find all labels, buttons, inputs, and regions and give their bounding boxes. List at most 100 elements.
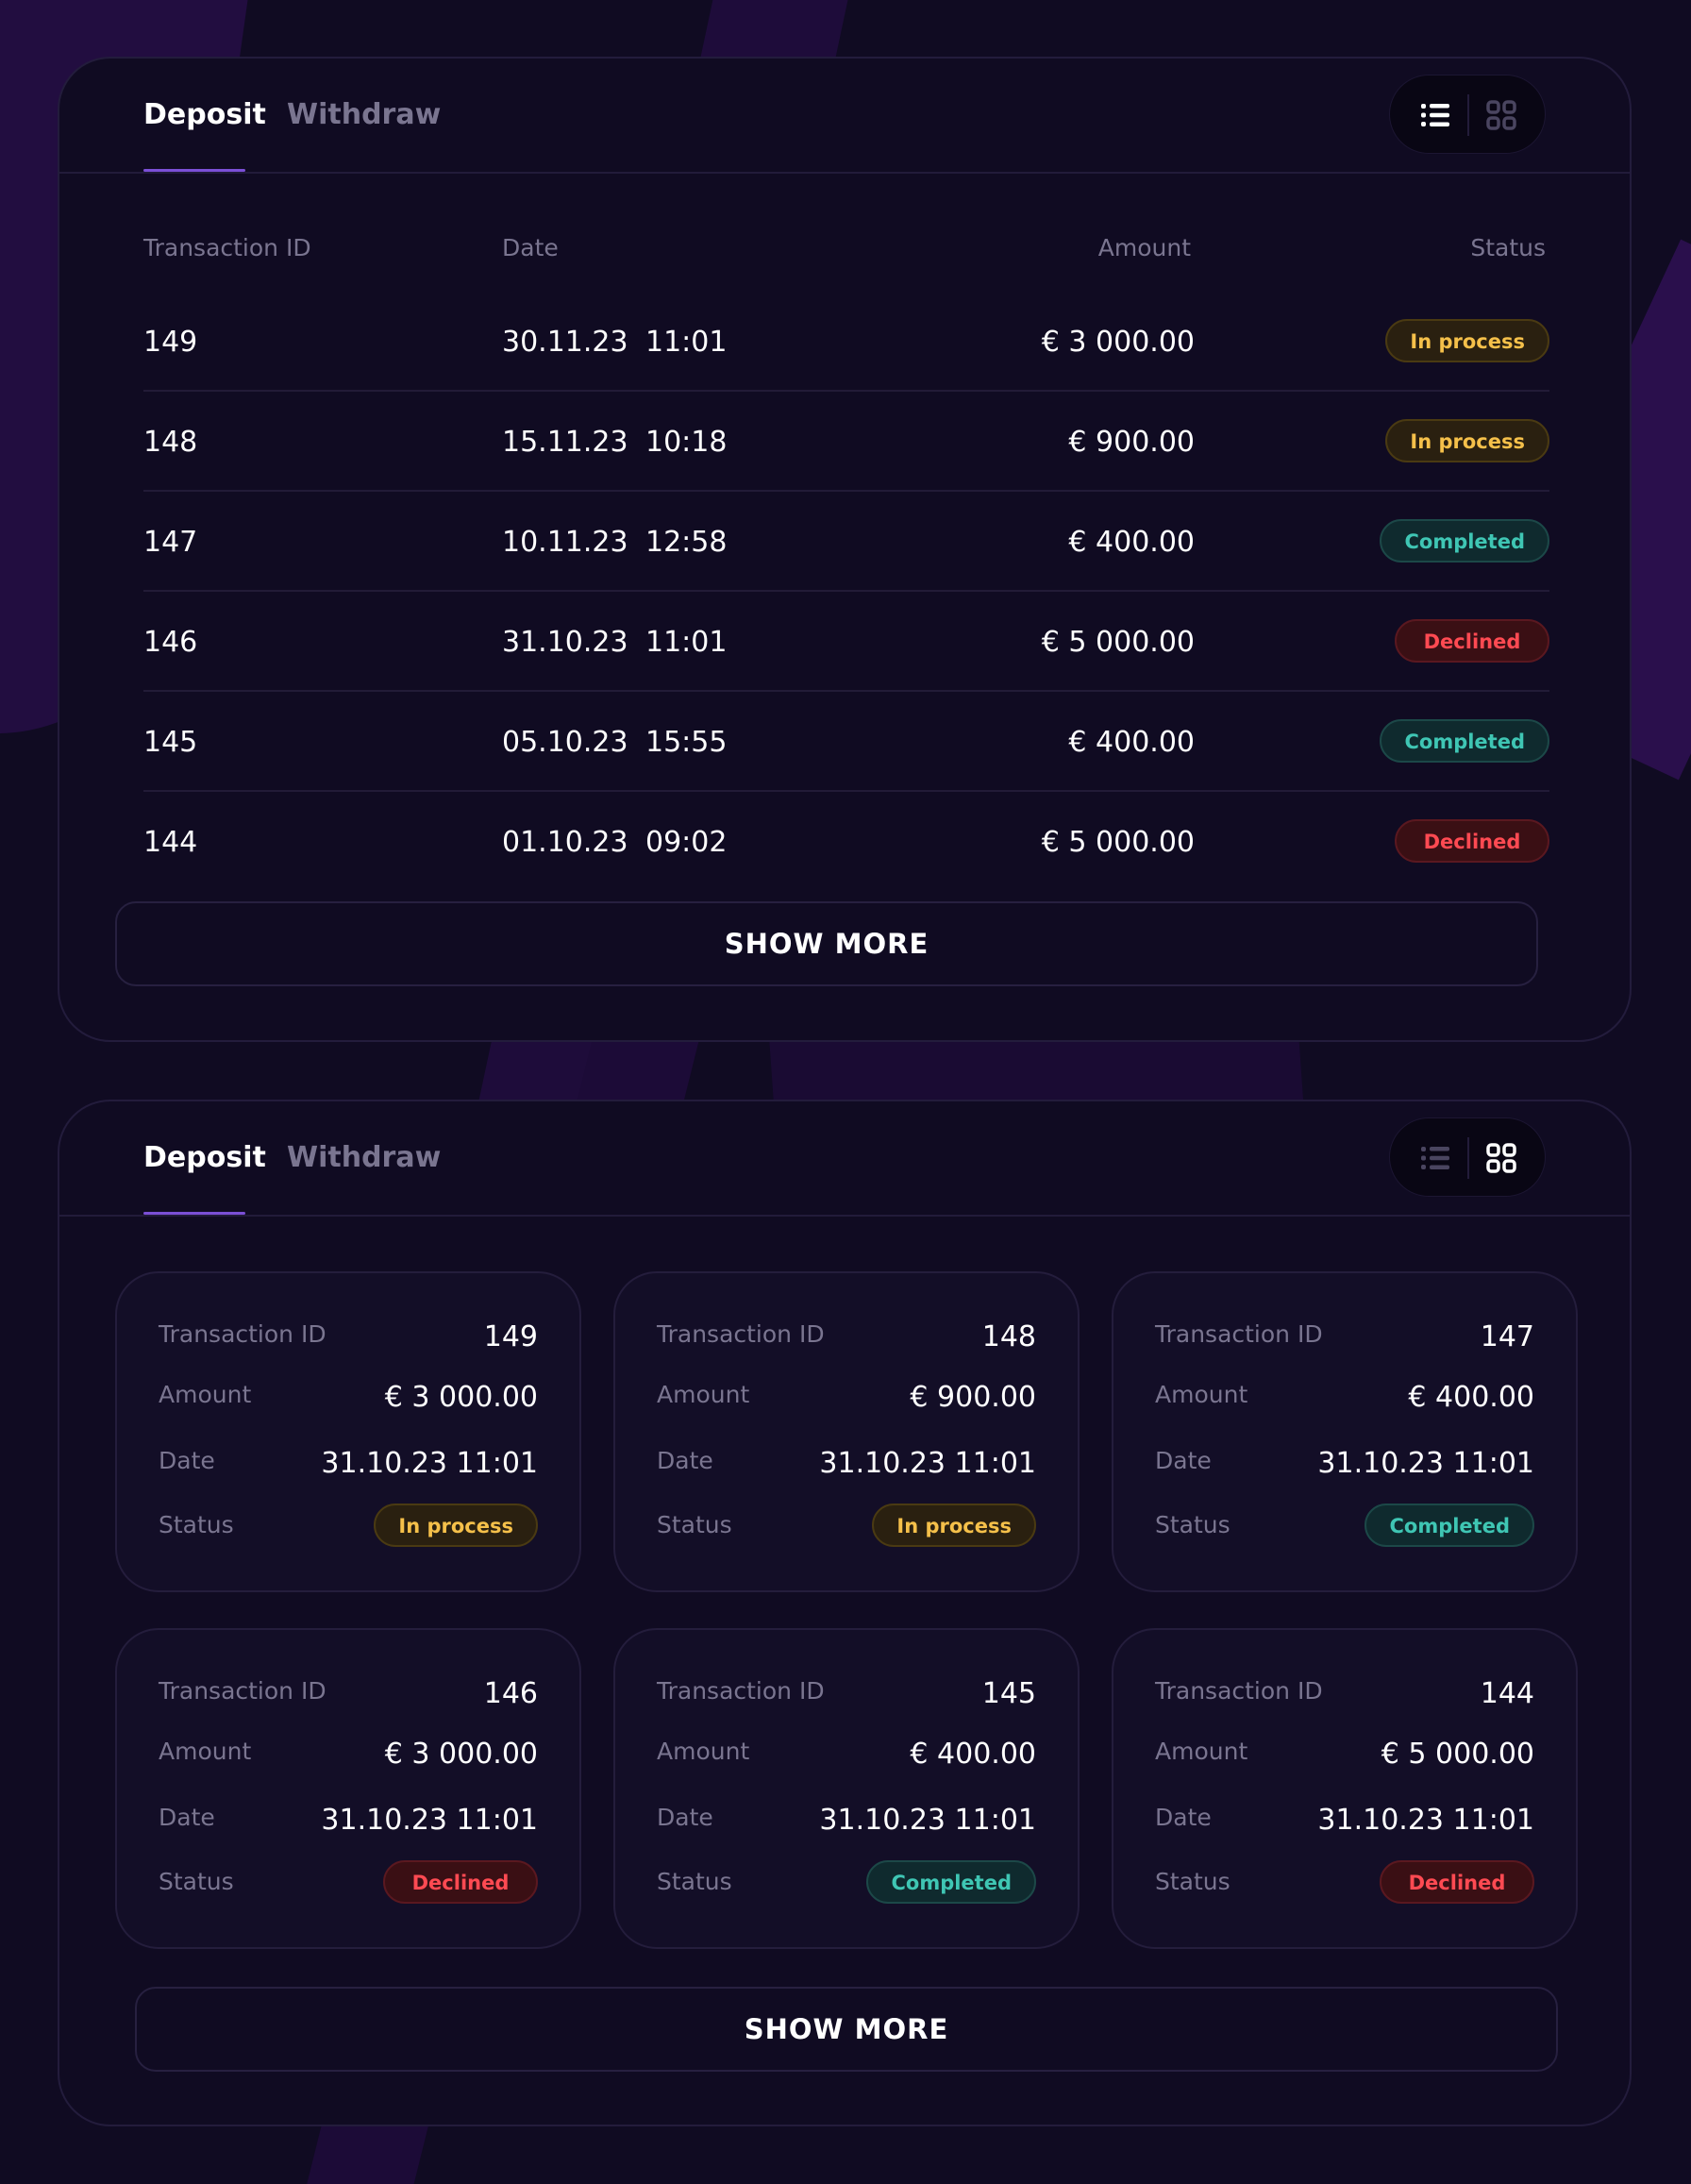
transaction-card[interactable]: Transaction ID 149 Amount € 3 000.00 Dat… — [115, 1271, 581, 1592]
status-badge: Declined — [383, 1860, 538, 1904]
list-view-button[interactable] — [1416, 1139, 1454, 1177]
card-id: 148 — [981, 1320, 1036, 1353]
row-time: 10:18 — [645, 426, 728, 459]
row-date: 10.11.23 — [502, 526, 628, 559]
card-label-date: Date — [159, 1804, 215, 1831]
grid-view-button[interactable] — [1482, 1139, 1520, 1177]
grid-icon — [1486, 1143, 1516, 1173]
row-time: 15:55 — [645, 726, 728, 759]
transaction-card[interactable]: Transaction ID 148 Amount € 900.00 Date … — [613, 1271, 1080, 1592]
transactions-list-panel: Deposit Withdraw — [58, 57, 1632, 1042]
status-badge: Completed — [1380, 719, 1549, 763]
card-label-status: Status — [1155, 1511, 1231, 1538]
card-label-date: Date — [657, 1447, 713, 1474]
status-badge: Declined — [1380, 1860, 1534, 1904]
view-toggle — [1389, 1117, 1546, 1197]
card-date: 31.10.23 11:01 — [321, 1804, 538, 1837]
card-label-date: Date — [159, 1447, 215, 1474]
transaction-card[interactable]: Transaction ID 144 Amount € 5 000.00 Dat… — [1112, 1628, 1578, 1949]
tab-withdraw[interactable]: Withdraw — [287, 1141, 442, 1174]
header-transaction-id: Transaction ID — [143, 234, 311, 261]
card-label-id: Transaction ID — [1155, 1677, 1323, 1705]
status-badge: Declined — [1395, 619, 1549, 663]
table-row[interactable]: 146 31.10.23 11:01 € 5 000.00 Declined — [143, 592, 1549, 692]
card-amount: € 400.00 — [910, 1738, 1036, 1771]
row-divider — [143, 790, 1549, 792]
header-date: Date — [502, 234, 559, 261]
card-date: 31.10.23 11:01 — [1317, 1447, 1534, 1480]
card-label-id: Transaction ID — [1155, 1320, 1323, 1348]
toggle-divider — [1467, 94, 1469, 136]
card-label-status: Status — [159, 1868, 234, 1895]
row-time: 12:58 — [645, 526, 728, 559]
tab-withdraw[interactable]: Withdraw — [287, 98, 442, 131]
card-label-amount: Amount — [159, 1381, 252, 1408]
card-amount: € 3 000.00 — [384, 1738, 538, 1771]
status-badge: Declined — [1395, 819, 1549, 863]
card-id: 146 — [483, 1677, 538, 1710]
card-label-amount: Amount — [1155, 1381, 1248, 1408]
header-status: Status — [1470, 234, 1546, 261]
tab-deposit[interactable]: Deposit — [143, 98, 266, 131]
status-badge: In process — [1385, 419, 1549, 462]
list-icon — [1421, 104, 1449, 126]
table-row[interactable]: 148 15.11.23 10:18 € 900.00 In process — [143, 392, 1549, 492]
table-row[interactable]: 144 01.10.23 09:02 € 5 000.00 Declined — [143, 792, 1549, 892]
card-label-amount: Amount — [657, 1381, 750, 1408]
grid-view-button[interactable] — [1482, 96, 1520, 134]
show-more-button[interactable]: SHOW MORE — [115, 901, 1538, 986]
row-amount: € 5 000.00 — [1041, 826, 1195, 859]
card-amount: € 900.00 — [910, 1381, 1036, 1414]
header-amount: Amount — [1097, 234, 1191, 261]
row-divider — [143, 590, 1549, 592]
card-id: 144 — [1480, 1677, 1534, 1710]
card-label-amount: Amount — [657, 1738, 750, 1765]
row-id: 147 — [143, 526, 198, 559]
table-row[interactable]: 145 05.10.23 15:55 € 400.00 Completed — [143, 692, 1549, 792]
card-amount: € 400.00 — [1408, 1381, 1534, 1414]
card-date: 31.10.23 11:01 — [819, 1804, 1036, 1837]
card-id: 145 — [981, 1677, 1036, 1710]
card-label-id: Transaction ID — [657, 1320, 825, 1348]
card-id: 149 — [483, 1320, 538, 1353]
row-amount: € 5 000.00 — [1041, 626, 1195, 659]
list-icon — [1421, 1147, 1449, 1169]
transaction-card[interactable]: Transaction ID 145 Amount € 400.00 Date … — [613, 1628, 1080, 1949]
card-label-amount: Amount — [1155, 1738, 1248, 1765]
row-date: 30.11.23 — [502, 326, 628, 359]
status-badge: Completed — [1365, 1504, 1534, 1547]
row-divider — [143, 490, 1549, 492]
tab-bar: Deposit Withdraw — [59, 59, 1630, 174]
card-label-status: Status — [159, 1511, 234, 1538]
row-time: 11:01 — [645, 326, 728, 359]
status-badge: In process — [872, 1504, 1036, 1547]
list-view-button[interactable] — [1416, 96, 1454, 134]
row-id: 146 — [143, 626, 198, 659]
status-badge: In process — [374, 1504, 538, 1547]
row-id: 144 — [143, 826, 198, 859]
status-badge: Completed — [866, 1860, 1036, 1904]
row-time: 11:01 — [645, 626, 728, 659]
card-id: 147 — [1480, 1320, 1534, 1353]
card-amount: € 5 000.00 — [1381, 1738, 1534, 1771]
card-label-id: Transaction ID — [159, 1677, 326, 1705]
status-badge: In process — [1385, 319, 1549, 362]
transactions-grid-panel: Deposit Withdraw — [58, 1100, 1632, 2126]
view-toggle — [1389, 75, 1546, 154]
transaction-card[interactable]: Transaction ID 146 Amount € 3 000.00 Dat… — [115, 1628, 581, 1949]
card-label-date: Date — [1155, 1447, 1212, 1474]
table-row[interactable]: 149 30.11.23 11:01 € 3 000.00 In process — [143, 292, 1549, 392]
row-date: 01.10.23 — [502, 826, 628, 859]
transaction-card[interactable]: Transaction ID 147 Amount € 400.00 Date … — [1112, 1271, 1578, 1592]
card-label-status: Status — [657, 1868, 732, 1895]
card-label-id: Transaction ID — [657, 1677, 825, 1705]
row-date: 15.11.23 — [502, 426, 628, 459]
card-label-id: Transaction ID — [159, 1320, 326, 1348]
show-more-button[interactable]: SHOW MORE — [135, 1987, 1558, 2072]
tab-deposit[interactable]: Deposit — [143, 1141, 266, 1174]
row-date: 05.10.23 — [502, 726, 628, 759]
table-row[interactable]: 147 10.11.23 12:58 € 400.00 Completed — [143, 492, 1549, 592]
card-date: 31.10.23 11:01 — [1317, 1804, 1534, 1837]
row-amount: € 400.00 — [1068, 526, 1195, 559]
row-amount: € 3 000.00 — [1041, 326, 1195, 359]
